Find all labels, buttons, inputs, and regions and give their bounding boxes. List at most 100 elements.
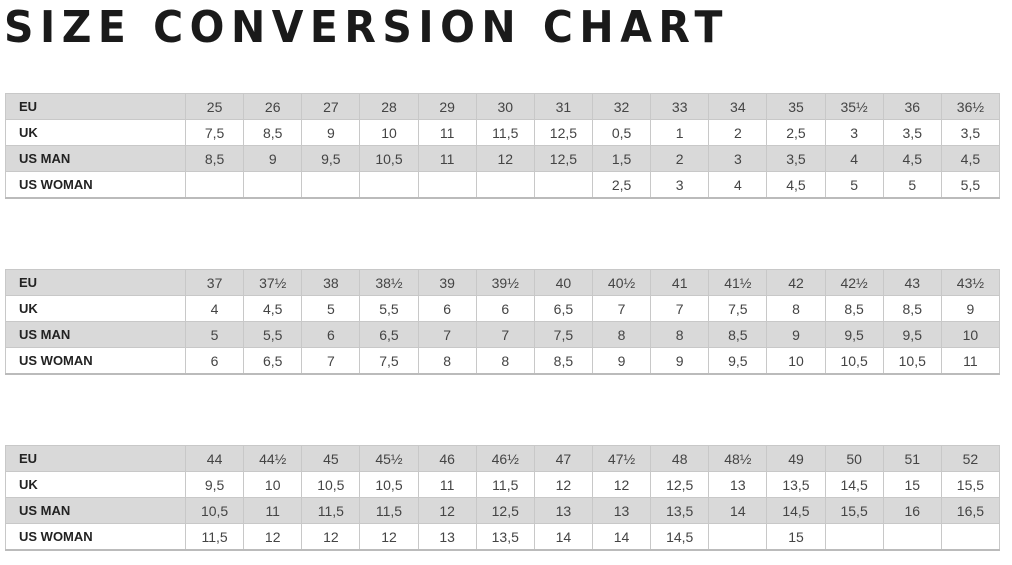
size-cell: 11,5 [184, 523, 245, 551]
size-cell: 12 [533, 471, 593, 498]
row-label-uk: UK [5, 471, 186, 498]
row-us-man: US MAN 5 5,5 6 6,5 7 7 7,5 8 8 8,5 9 9,5 9,5 10 [5, 321, 1001, 348]
size-cell: 11 [417, 471, 477, 498]
size-cell: 32 [591, 93, 652, 120]
row-uk: UK 4 4,5 5 5,5 6 6 6,5 7 7 7,5 8 8,5 8,5 9 [5, 295, 1001, 322]
size-cell: 14 [533, 523, 593, 551]
size-cell: 13 [708, 471, 768, 498]
size-cell: 47½ [591, 445, 652, 472]
row-label-eu: EU [5, 93, 186, 120]
row-label-us-woman: US WOMAN [5, 171, 186, 199]
size-cell: 16,5 [940, 497, 1001, 524]
size-cell: 9,5 [301, 145, 361, 172]
size-cell: 37 [184, 269, 245, 296]
size-cell: 10,5 [882, 347, 942, 375]
size-cell: 11,5 [475, 471, 535, 498]
size-cell: 7 [475, 321, 535, 348]
size-cell: 7 [417, 321, 477, 348]
row-label-us-man: US MAN [5, 321, 186, 348]
size-cell: 1,5 [591, 145, 652, 172]
size-table-1: EU 25 26 27 28 29 30 31 32 33 34 35 35½ 36 36½ UK 7,5 8,5… [5, 93, 1001, 199]
size-cell: 50 [824, 445, 884, 472]
size-cell: 11,5 [475, 119, 535, 146]
size-cell: 47 [533, 445, 593, 472]
size-cell: 6 [417, 295, 477, 322]
size-cell: 40 [533, 269, 593, 296]
size-cell: 2 [708, 119, 768, 146]
row-us-woman: US WOMAN 11,5 12 12 12 13 13,5 14 14 14,5 15 [5, 523, 1001, 551]
size-cell: 5 [301, 295, 361, 322]
size-cell: 14 [591, 523, 652, 551]
size-cell: 12,5 [533, 119, 593, 146]
size-cell: 52 [940, 445, 1001, 472]
size-cell: 9 [591, 347, 652, 375]
size-cell: 48½ [708, 445, 768, 472]
size-cell: 9 [766, 321, 826, 348]
size-cell: 41 [650, 269, 710, 296]
size-cell: 12 [417, 497, 477, 524]
size-cell [359, 171, 419, 199]
size-cell: 5 [824, 171, 884, 199]
size-cell: 5 [184, 321, 245, 348]
size-cell: 33 [650, 93, 710, 120]
row-us-woman: US WOMAN 2,5 3 4 4,5 5 5 5,5 [5, 171, 1001, 199]
size-cell: 4,5 [766, 171, 826, 199]
size-cell: 0,5 [591, 119, 652, 146]
size-cell: 35 [766, 93, 826, 120]
size-cell: 4 [824, 145, 884, 172]
size-cell: 12,5 [475, 497, 535, 524]
size-cell: 7,5 [359, 347, 419, 375]
size-cell: 3,5 [940, 119, 1001, 146]
size-cell: 15,5 [824, 497, 884, 524]
size-cell: 36½ [940, 93, 1001, 120]
row-label-uk: UK [5, 295, 186, 322]
size-cell: 16 [882, 497, 942, 524]
size-cell: 10,5 [824, 347, 884, 375]
size-cell: 12 [243, 523, 303, 551]
row-label-eu: EU [5, 269, 186, 296]
row-eu: EU 44 44½ 45 45½ 46 46½ 47 47½ 48 48½ 49 50 51 52 [5, 445, 1001, 472]
size-cell: 26 [243, 93, 303, 120]
row-us-woman: US WOMAN 6 6,5 7 7,5 8 8 8,5 9 9 9,5 10 10,5 10,5 11 [5, 347, 1001, 375]
size-cell: 12,5 [650, 471, 710, 498]
size-cell: 49 [766, 445, 826, 472]
size-cell: 3,5 [882, 119, 942, 146]
size-cell: 8 [766, 295, 826, 322]
row-label-us-woman: US WOMAN [5, 347, 186, 375]
size-cell: 36 [882, 93, 942, 120]
size-cell: 10,5 [301, 471, 361, 498]
size-cell: 6,5 [359, 321, 419, 348]
size-cell: 43 [882, 269, 942, 296]
row-label-eu: EU [5, 445, 186, 472]
size-cell: 8,5 [533, 347, 593, 375]
size-cell: 8,5 [708, 321, 768, 348]
size-cell: 7,5 [184, 119, 245, 146]
size-cell: 40½ [591, 269, 652, 296]
size-cell [475, 171, 535, 199]
size-cell: 34 [708, 93, 768, 120]
size-cell: 48 [650, 445, 710, 472]
size-cell: 9 [940, 295, 1001, 322]
size-cell: 9 [301, 119, 361, 146]
size-cell: 45 [301, 445, 361, 472]
size-cell: 8,5 [243, 119, 303, 146]
size-cell [417, 171, 477, 199]
size-cell: 44 [184, 445, 245, 472]
size-cell: 38 [301, 269, 361, 296]
size-cell: 12 [591, 471, 652, 498]
row-eu: EU 25 26 27 28 29 30 31 32 33 34 35 35½ 36 36½ [5, 93, 1001, 120]
size-cell: 25 [184, 93, 245, 120]
size-cell: 7 [301, 347, 361, 375]
size-cell [533, 171, 593, 199]
size-cell: 38½ [359, 269, 419, 296]
size-cell: 11,5 [301, 497, 361, 524]
size-cell [184, 171, 245, 199]
row-label-us-woman: US WOMAN [5, 523, 186, 551]
size-cell: 13 [533, 497, 593, 524]
size-cell: 13 [591, 497, 652, 524]
size-cell: 9 [650, 347, 710, 375]
size-cell: 4 [708, 171, 768, 199]
size-cell: 9,5 [184, 471, 245, 498]
size-cell: 11 [243, 497, 303, 524]
size-cell: 11 [940, 347, 1001, 375]
